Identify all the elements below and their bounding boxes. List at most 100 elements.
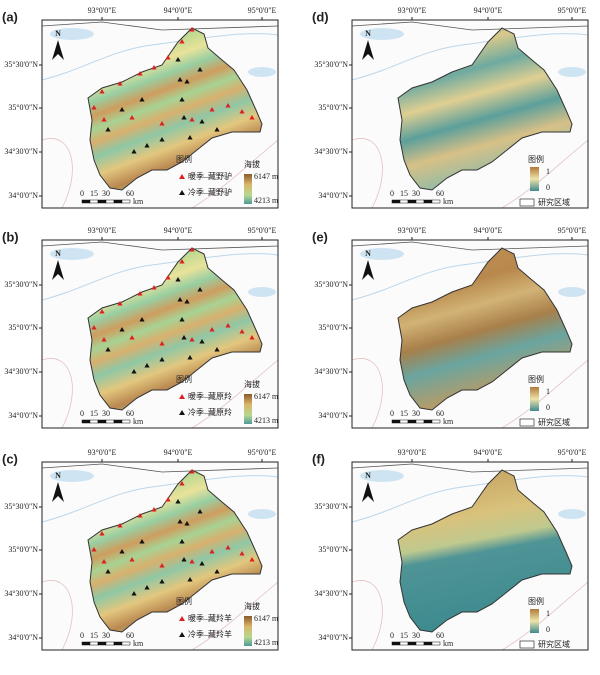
scale-label: 0: [390, 189, 394, 198]
warm-site: [179, 481, 185, 486]
scale-bar: [415, 199, 425, 204]
cold-site: [181, 335, 187, 340]
lon-label: 94°0'0"E: [164, 448, 193, 457]
warm-site: [91, 105, 97, 110]
warm-site: [189, 117, 195, 122]
warm-site: [117, 81, 123, 86]
north-arrow: [52, 260, 64, 280]
warm-site: [99, 89, 105, 94]
lake: [558, 509, 586, 519]
legend-title: 图例: [176, 596, 192, 606]
frame: [351, 239, 589, 429]
warm-site: [189, 469, 195, 474]
warm-site: [165, 55, 171, 60]
bar-min: 0: [546, 183, 550, 192]
lon-label: 95°0'0"E: [248, 448, 277, 457]
lon-label: 93°0'0"E: [88, 448, 117, 457]
scale-label: 0: [390, 409, 394, 418]
bar-min: 0: [546, 625, 550, 634]
lat-label: 34°0'0"N: [318, 633, 348, 642]
lat-label: 35°30'0"N: [4, 502, 38, 511]
color-bar: [244, 394, 252, 424]
lat-label: 34°30'0"N: [314, 367, 348, 376]
scale-label: 30: [102, 409, 110, 418]
warm-site: [159, 563, 165, 568]
cold-site: [184, 299, 190, 304]
lat-label: 35°30'0"N: [4, 280, 38, 289]
warm-site: [179, 39, 185, 44]
scale-bar: [431, 641, 441, 646]
river: [42, 475, 278, 523]
lon-label: 94°0'0"E: [164, 6, 193, 15]
legend-title: 图例: [528, 374, 544, 384]
map-panel: 93°0'0"E 94°0'0"E 95°0'0"E 35°30'0"N 35°0'0"…: [314, 226, 589, 429]
north-label: N: [55, 471, 61, 480]
warm-site: [239, 329, 245, 334]
frame: [351, 19, 589, 209]
boundary: [352, 463, 588, 473]
scale-bar: [113, 641, 123, 646]
cold-site: [159, 579, 165, 584]
cold-site: [139, 97, 145, 102]
warm-site: [249, 335, 255, 340]
north-label: N: [365, 471, 371, 480]
panel-label: (b): [2, 229, 19, 244]
scale-bar: [391, 419, 401, 424]
north-arrow: [362, 40, 374, 60]
cold-site: [119, 107, 125, 112]
warm-site: [209, 107, 215, 112]
scale-bar: [105, 641, 115, 646]
scale-label: 30: [412, 189, 420, 198]
scale-unit: km: [443, 639, 454, 648]
scale-unit: km: [443, 417, 454, 426]
cold-site: [175, 277, 181, 282]
basin: [87, 27, 263, 191]
lat-label: 34°30'0"N: [4, 147, 38, 156]
cold-site: [197, 287, 203, 292]
warm-site: [249, 115, 255, 120]
map-body: [352, 240, 588, 428]
lon-label: 95°0'0"E: [248, 226, 277, 235]
legend-cold: 冷季–藏原羚: [188, 407, 232, 417]
warm-site: [129, 335, 135, 340]
road: [42, 138, 278, 208]
scale-bar: [89, 419, 99, 424]
legend-cold: 冷季–藏羚羊: [188, 629, 232, 639]
bar-max: 1: [546, 609, 550, 618]
boundary: [352, 241, 588, 251]
lon-label: 94°0'0"E: [474, 226, 503, 235]
cold-site: [144, 143, 150, 148]
cold-site: [184, 79, 190, 84]
road: [352, 358, 588, 428]
map-panel: 93°0'0"E 94°0'0"E 95°0'0"E 35°30'0"N 35°0'0"…: [314, 448, 589, 651]
legend-title: 图例: [528, 596, 544, 606]
river: [42, 253, 278, 301]
lat-label: 35°0'0"N: [318, 103, 348, 112]
map-body: [352, 462, 588, 650]
warm-site: [165, 275, 171, 280]
basin: [397, 247, 573, 411]
cold-site: [199, 119, 205, 124]
bar-max: 1: [546, 167, 550, 176]
north-arrow: [52, 482, 64, 502]
cold-site: [105, 569, 111, 574]
lake: [50, 470, 94, 482]
scale-unit: km: [133, 417, 144, 426]
scale-label: 30: [412, 409, 420, 418]
cold-site: [144, 585, 150, 590]
scale-bar: [121, 419, 131, 424]
lat-label: 35°30'0"N: [314, 502, 348, 511]
scale-label: 60: [436, 189, 444, 198]
lat-label: 34°0'0"N: [318, 411, 348, 420]
scale-label: 30: [412, 631, 420, 640]
cold-site: [199, 339, 205, 344]
lon-label: 93°0'0"E: [88, 226, 117, 235]
scale-bar: [121, 641, 131, 646]
scale-label: 15: [400, 189, 408, 198]
warm-site: [225, 103, 231, 108]
river: [352, 33, 588, 81]
warm-site: [117, 523, 123, 528]
map-panel: 93°0'0"E 94°0'0"E 95°0'0"E 35°30'0"N 35°0'0"…: [4, 448, 279, 651]
legend-title: 图例: [528, 154, 544, 164]
